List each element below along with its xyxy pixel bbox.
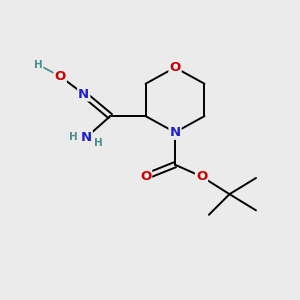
Text: O: O <box>169 61 181 74</box>
Text: O: O <box>196 170 207 183</box>
Text: H: H <box>94 138 103 148</box>
Text: O: O <box>140 170 151 183</box>
Text: N: N <box>78 88 89 100</box>
Text: H: H <box>34 60 43 70</box>
Text: N: N <box>81 131 92 144</box>
Text: O: O <box>55 70 66 83</box>
Text: N: N <box>169 126 181 139</box>
Text: H: H <box>69 132 78 142</box>
